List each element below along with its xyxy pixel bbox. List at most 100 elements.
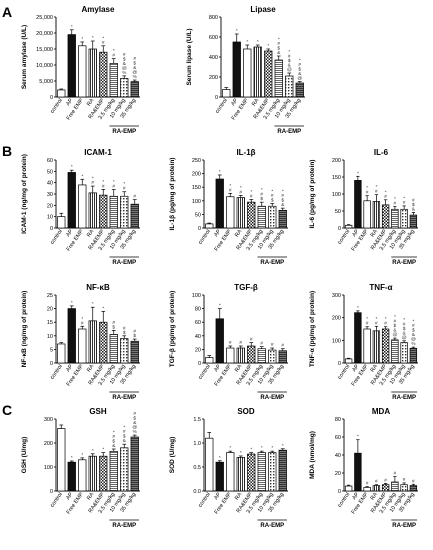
significance-mark: # xyxy=(394,201,397,207)
significance-mark: # xyxy=(412,197,415,203)
significance-mark: & xyxy=(393,328,397,334)
chart-title: MDA xyxy=(372,407,390,416)
significance-mark: # xyxy=(260,192,263,198)
bar xyxy=(120,195,129,229)
bar xyxy=(363,200,371,229)
chart-4: IL-6IL-6 (pg/mg of protein)050100150200c… xyxy=(309,148,418,266)
significance-mark: & xyxy=(133,65,137,71)
significance-mark: * xyxy=(240,450,242,456)
significance-mark: * xyxy=(240,185,242,191)
y-tick-label: 100 xyxy=(332,338,341,344)
significance-mark: * xyxy=(219,455,221,461)
y-tick-label: 400 xyxy=(209,55,218,61)
y-tick-label: 0 xyxy=(338,226,341,232)
chart-title: Amylase xyxy=(82,5,115,14)
bar xyxy=(264,50,273,98)
y-tick-label: 10 xyxy=(47,215,53,221)
y-tick-label: 0 xyxy=(338,361,341,367)
bar xyxy=(295,82,304,98)
y-tick-label: 20,000 xyxy=(36,31,53,37)
y-tick-label: 40 xyxy=(47,181,53,187)
significance-mark: * xyxy=(257,39,259,45)
bar xyxy=(226,347,235,364)
significance-mark: * xyxy=(102,35,104,41)
y-tick-label: 300 xyxy=(44,417,53,423)
bar xyxy=(232,41,241,98)
x-tick-label: RA xyxy=(86,363,95,373)
significance-mark: # xyxy=(91,180,94,186)
significance-mark: # xyxy=(133,194,136,200)
significance-mark: # xyxy=(112,320,115,326)
group-label: RA-EMP xyxy=(392,260,416,266)
group-label: RA-EMP xyxy=(392,395,416,401)
y-tick-label: 100 xyxy=(192,199,201,205)
bar xyxy=(215,178,224,229)
bar xyxy=(120,447,129,492)
significance-mark: # xyxy=(412,478,415,484)
significance-mark: * xyxy=(229,183,231,189)
significance-mark: * xyxy=(288,49,290,55)
significance-mark: * xyxy=(102,447,104,453)
y-axis-label: TNF-α (pg/mg of protein) xyxy=(309,291,316,367)
bar xyxy=(363,328,371,364)
significance-mark: * xyxy=(282,443,284,449)
significance-mark: * xyxy=(246,39,248,45)
x-tick-label: AP xyxy=(213,363,222,373)
significance-mark: $ xyxy=(112,439,115,445)
significance-mark: $ xyxy=(394,323,397,329)
significance-mark: $ xyxy=(112,324,115,330)
significance-mark: $ xyxy=(271,198,274,204)
bar xyxy=(253,46,262,98)
bar xyxy=(109,63,118,98)
y-tick-label: 200 xyxy=(44,441,53,447)
bar xyxy=(354,180,362,229)
y-tick-label: 1.0 xyxy=(193,441,201,447)
y-tick-label: 10,000 xyxy=(36,63,53,69)
significance-mark: # xyxy=(112,183,115,189)
y-tick-label: 0 xyxy=(50,489,53,495)
bar xyxy=(278,350,287,364)
significance-mark: & xyxy=(133,420,137,426)
bar xyxy=(268,349,277,364)
charts-layer: Amylase Serum amylase (U/L) 0 5,000 10,000 15… xyxy=(21,5,418,529)
significance-mark: * xyxy=(71,24,73,30)
significance-mark: * xyxy=(261,187,263,193)
bar xyxy=(109,334,118,364)
y-tick-label: 50 xyxy=(335,209,341,215)
y-tick-label: 100 xyxy=(332,192,341,198)
bar xyxy=(268,205,277,229)
significance-mark: # xyxy=(412,323,415,329)
significance-mark: $ xyxy=(123,330,126,336)
bar xyxy=(285,75,294,98)
bar xyxy=(120,78,129,98)
significance-mark: # xyxy=(123,429,126,435)
x-tick-label: RA xyxy=(370,228,379,238)
significance-mark: @ xyxy=(411,337,416,343)
significance-mark: * xyxy=(375,184,377,190)
significance-mark: # xyxy=(394,319,397,325)
significance-mark: # xyxy=(384,194,387,200)
significance-mark: # xyxy=(366,190,369,196)
significance-mark: # xyxy=(281,193,284,199)
y-tick-label: 0 xyxy=(50,226,53,232)
y-tick-label: 60 xyxy=(47,158,53,164)
significance-mark: & xyxy=(403,330,407,336)
significance-mark: # xyxy=(123,186,126,192)
chart-title: IL-1β xyxy=(236,148,255,157)
significance-mark: * xyxy=(366,185,368,191)
significance-mark: * xyxy=(219,169,221,175)
significance-mark: # xyxy=(133,411,136,417)
chart-2: ICAM-1 ICAM-1 (ng/mg of protein) 0 10 20 30 40… xyxy=(21,148,140,266)
bar xyxy=(278,209,287,229)
y-tick-label: 60 xyxy=(195,320,201,326)
bar xyxy=(78,459,87,492)
significance-mark: # xyxy=(239,189,242,195)
panel-letter-b: B xyxy=(2,143,12,159)
bar xyxy=(205,357,214,364)
significance-mark: $ xyxy=(260,196,263,202)
bar xyxy=(409,214,418,229)
significance-mark: * xyxy=(357,434,359,440)
